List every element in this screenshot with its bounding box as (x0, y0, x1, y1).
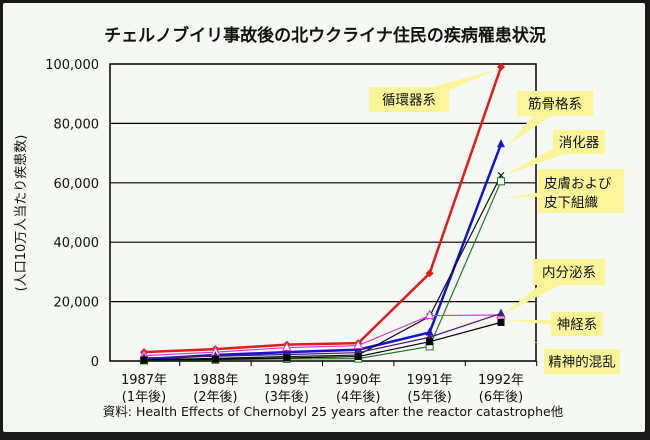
y-tick-label: 20,000 (54, 296, 100, 311)
x-tick-label: 1990年 (335, 373, 381, 388)
data-point (497, 318, 505, 326)
callout-box (551, 312, 603, 336)
x-tick-label: 1989年 (264, 373, 310, 388)
callout-3: 皮膚および皮下組織皮膚および皮下組織 (504, 169, 624, 213)
callout-5: 神経系 (504, 312, 603, 336)
x-tick-label: 1988年 (192, 373, 238, 388)
chart-title: チェルノブイリ事故後の北ウクライナ住民の疾病罹患状況 (104, 25, 546, 46)
data-point (426, 338, 434, 346)
y-tick-label: 40,000 (54, 236, 100, 251)
x-tick-label: 1992年 (478, 373, 524, 388)
series-6 (140, 318, 505, 364)
series-label: 循環器系 (382, 93, 436, 109)
series-line (143, 321, 502, 361)
y-tick-label: 60,000 (54, 177, 100, 192)
data-point (497, 308, 505, 317)
series-label: 消化器 (559, 135, 600, 151)
data-point (140, 356, 148, 364)
x-tick-sublabel: (5年後) (407, 390, 451, 405)
y-axis-label: (人口10万人当たり疾患数) (14, 135, 29, 292)
source-note: 資料: Health Effects of Chernobyl 25 years… (103, 404, 564, 419)
callout-box (533, 259, 605, 285)
callout-6: 精神的混乱 (503, 329, 620, 374)
series-label: 精神的混乱 (548, 355, 616, 371)
x-tick-sublabel: (1年後) (122, 390, 166, 405)
callout-0: 循環器系 (369, 69, 499, 112)
data-point (424, 309, 435, 320)
series-line (143, 175, 502, 361)
series-label: 筋骨格系 (528, 96, 582, 113)
callout-1: 筋骨格系 (508, 91, 593, 145)
callout-box (517, 91, 593, 116)
callout-2: 消化器 (505, 130, 605, 175)
series-1 (140, 139, 505, 363)
series-line (143, 314, 502, 357)
series-label-line2: 皮下組織 (544, 195, 598, 211)
callout-box (538, 169, 624, 213)
x-tick-label: 1987年 (121, 373, 167, 388)
callout-box (544, 349, 620, 374)
data-point (283, 354, 291, 362)
series-label-line1: 皮膚および (544, 176, 612, 192)
series-line (143, 143, 503, 361)
series-line (143, 312, 502, 359)
chart-panel: チェルノブイリ事故後の北ウクライナ住民の疾病罹患状況 (人口10万人当たり疾患数… (3, 3, 645, 432)
x-tick-sublabel: (3年後) (265, 390, 309, 405)
y-tick-label: 0 (91, 355, 99, 370)
data-point (497, 177, 505, 186)
callout-4: 内分泌系 (502, 259, 605, 315)
x-tick-sublabel: (2年後) (193, 390, 237, 405)
series-label: 内分泌系 (542, 265, 596, 281)
line-chart: チェルノブイリ事故後の北ウクライナ住民の疾病罹患状況 (人口10万人当たり疾患数… (14, 25, 624, 419)
x-tick-sublabel: (4年後) (336, 390, 380, 405)
data-point (425, 327, 434, 336)
series-line (143, 66, 503, 354)
data-point (425, 269, 434, 278)
data-point (497, 139, 505, 148)
x-tick-label: 1991年 (407, 373, 453, 388)
y-tick-label: 100,000 (45, 58, 99, 73)
series-line (143, 181, 502, 362)
x-tick-sublabel: (6年後) (479, 390, 523, 405)
data-point (354, 353, 362, 361)
series-0 (140, 62, 505, 357)
series-2 (140, 171, 505, 364)
plot-frame (109, 63, 537, 362)
callout-box (369, 87, 449, 112)
data-point (497, 62, 505, 71)
callout-box (553, 130, 605, 154)
data-point (211, 355, 219, 363)
y-tick-label: 80,000 (54, 117, 100, 132)
series-label: 神経系 (557, 317, 598, 333)
